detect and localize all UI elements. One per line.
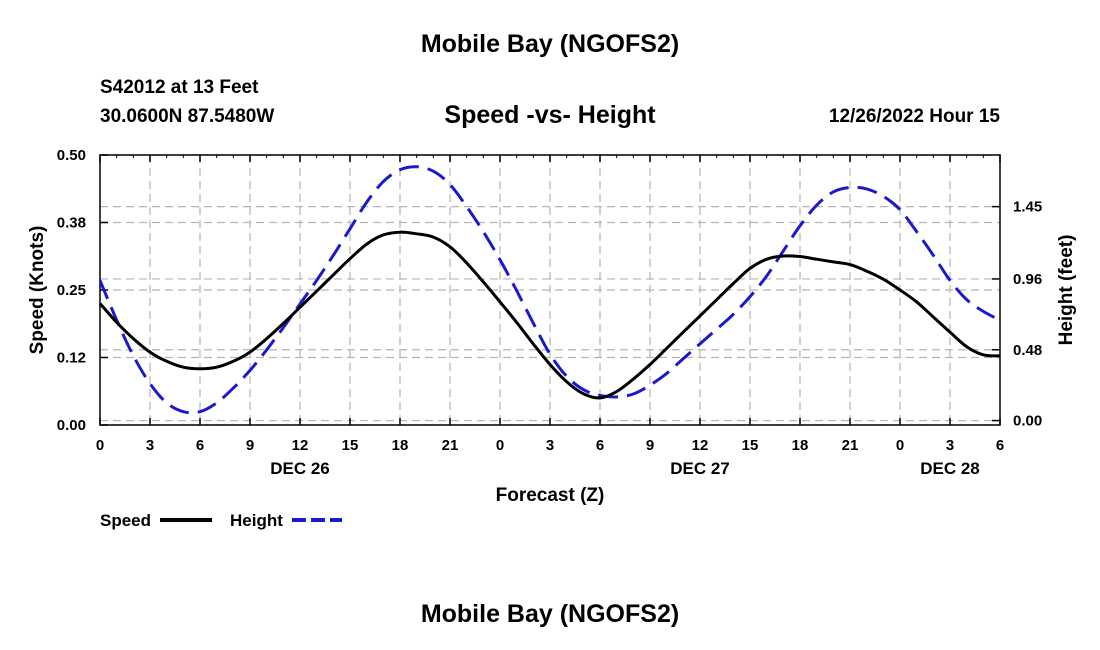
y-right-tick-label: 0.00 — [1013, 413, 1042, 430]
date-label: DEC 28 — [920, 459, 980, 478]
x-tick-label: 6 — [596, 437, 604, 454]
grid-lines — [100, 154, 1000, 426]
x-tick-label: 21 — [842, 437, 859, 454]
y-right-tick-label: 0.48 — [1013, 342, 1042, 359]
y-axis-left-label: Speed (Knots) — [27, 226, 48, 355]
speed-series-line — [98, 230, 1001, 400]
forecast-timestamp: 12/26/2022 Hour 15 — [828, 106, 1000, 127]
y-right-tick-label: 1.45 — [1013, 199, 1042, 216]
x-tick-label: 0 — [96, 437, 104, 454]
axis-ticks — [99, 154, 1001, 426]
x-tick-label: 3 — [946, 437, 954, 454]
x-tick-label: 3 — [546, 437, 554, 454]
station-label: S42012 at 13 Feet — [100, 77, 259, 98]
x-tick-label: 18 — [792, 437, 809, 454]
y-left-tick-label: 0.50 — [57, 147, 86, 164]
y-left-tick-label: 0.25 — [57, 282, 86, 299]
x-tick-label: 3 — [146, 437, 154, 454]
x-axis-label: Forecast (Z) — [496, 485, 605, 506]
x-tick-label: 6 — [196, 437, 204, 454]
x-tick-label: 9 — [246, 437, 254, 454]
x-tick-label: 0 — [896, 437, 904, 454]
x-tick-label: 15 — [342, 437, 359, 454]
y-left-tick-label: 0.00 — [57, 417, 86, 434]
legend: Speed Height — [100, 511, 342, 530]
x-tick-label: 0 — [496, 437, 504, 454]
legend-speed-label: Speed — [100, 511, 151, 530]
axis-tick-labels: 0 3 6 9 12 15 18 21 0 3 6 9 12 15 18 21 0 3 6 DEC 26 DEC 27 D… — [57, 147, 1042, 478]
date-label: DEC 27 — [670, 459, 730, 478]
chart-subtitle: Speed -vs- Height — [444, 101, 656, 129]
y-right-tick-label: 0.96 — [1013, 271, 1042, 288]
height-series-line — [98, 165, 1001, 415]
y-axis-right-label: Height (feet) — [1056, 235, 1077, 346]
x-tick-label: 9 — [646, 437, 654, 454]
x-tick-label: 18 — [392, 437, 409, 454]
x-tick-label: 6 — [996, 437, 1004, 454]
x-tick-label: 21 — [442, 437, 459, 454]
x-tick-label: 12 — [292, 437, 309, 454]
x-tick-label: 12 — [692, 437, 709, 454]
footer-title: Mobile Bay (NGOFS2) — [420, 600, 680, 628]
y-left-tick-label: 0.12 — [57, 350, 86, 367]
x-tick-label: 15 — [742, 437, 759, 454]
page-title: Mobile Bay (NGOFS2) — [420, 30, 680, 58]
station-coordinates: 30.0600N 87.5480W — [100, 106, 275, 127]
date-label: DEC 26 — [270, 459, 330, 478]
legend-height-label: Height — [230, 511, 283, 530]
y-left-tick-label: 0.38 — [57, 215, 86, 232]
